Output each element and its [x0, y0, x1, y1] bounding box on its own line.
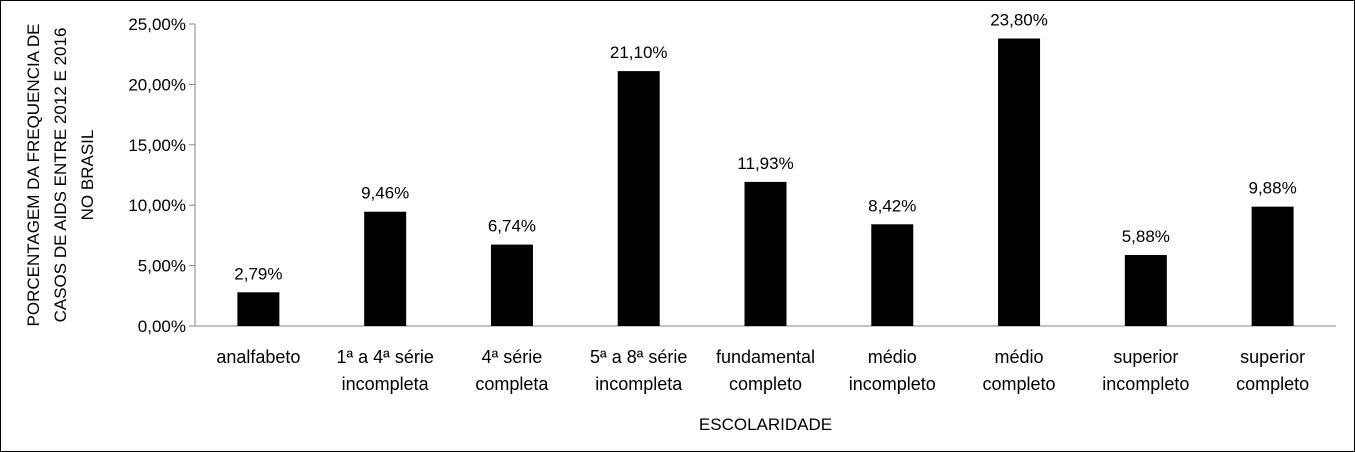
category-label: incompleto — [849, 374, 936, 394]
y-tick-label: 15,00% — [128, 136, 186, 155]
y-axis-ticks: 0,00% 5,00% 10,00% 15,00% 20,00% 25,00% — [128, 15, 195, 336]
category-labels: analfabeto 1ª a 4ª série incompleta 4ª séri… — [216, 347, 1309, 394]
data-label: 9,46% — [361, 184, 409, 203]
y-tick-label: 10,00% — [128, 196, 186, 215]
category-label: completa — [475, 374, 549, 394]
y-axis-title: PORCENTAGEM DA FREQUENCIA DE CASOS DE AID… — [24, 24, 97, 327]
data-label: 11,93% — [737, 154, 793, 173]
category-label: fundamental — [716, 347, 815, 367]
y-axis-title-line: PORCENTAGEM DA FREQUENCIA DE — [24, 24, 43, 327]
category-label: médio — [868, 347, 917, 367]
x-axis-title: ESCOLARIDADE — [699, 415, 832, 434]
category-label: completo — [983, 374, 1056, 394]
data-label: 8,42% — [868, 196, 916, 215]
bar — [237, 292, 280, 326]
bar — [490, 244, 533, 326]
bar — [617, 71, 660, 326]
data-label: 6,74% — [488, 217, 536, 236]
bar — [744, 181, 787, 326]
bar — [1124, 254, 1167, 326]
category-label: incompleta — [595, 374, 683, 394]
y-tick-label: 25,00% — [128, 15, 186, 34]
data-label: 5,88% — [1122, 227, 1170, 246]
y-tick-label: 0,00% — [138, 317, 186, 336]
data-label: 21,10% — [610, 43, 668, 62]
category-label: incompleta — [342, 374, 430, 394]
data-labels: 2,79% 9,46% 6,74% 21,10% 11,93% 8,42% 23,80% 5,… — [234, 10, 1296, 283]
bars — [237, 38, 1294, 326]
category-label: superior — [1240, 347, 1305, 367]
category-label: incompleto — [1102, 374, 1189, 394]
category-label: completo — [729, 374, 802, 394]
bar — [871, 224, 914, 326]
category-label: superior — [1113, 347, 1178, 367]
bar — [998, 38, 1041, 326]
data-label: 2,79% — [234, 264, 282, 283]
bar — [1251, 206, 1294, 326]
y-tick-label: 5,00% — [138, 257, 186, 276]
y-tick-label: 20,00% — [128, 75, 186, 94]
category-label: 5ª a 8ª série — [590, 347, 687, 367]
bar — [364, 211, 407, 326]
y-axis-title-line: NO BRASIL — [78, 130, 97, 221]
y-axis-title-line: CASOS DE AIDS ENTRE 2012 E 2016 — [51, 28, 70, 323]
category-label: médio — [995, 347, 1044, 367]
category-label: analfabeto — [216, 347, 300, 367]
category-label: 1ª a 4ª série — [336, 347, 433, 367]
data-label: 23,80% — [990, 10, 1048, 29]
category-label: 4ª série — [482, 347, 543, 367]
data-label: 9,88% — [1249, 179, 1297, 198]
category-label: completo — [1236, 374, 1309, 394]
